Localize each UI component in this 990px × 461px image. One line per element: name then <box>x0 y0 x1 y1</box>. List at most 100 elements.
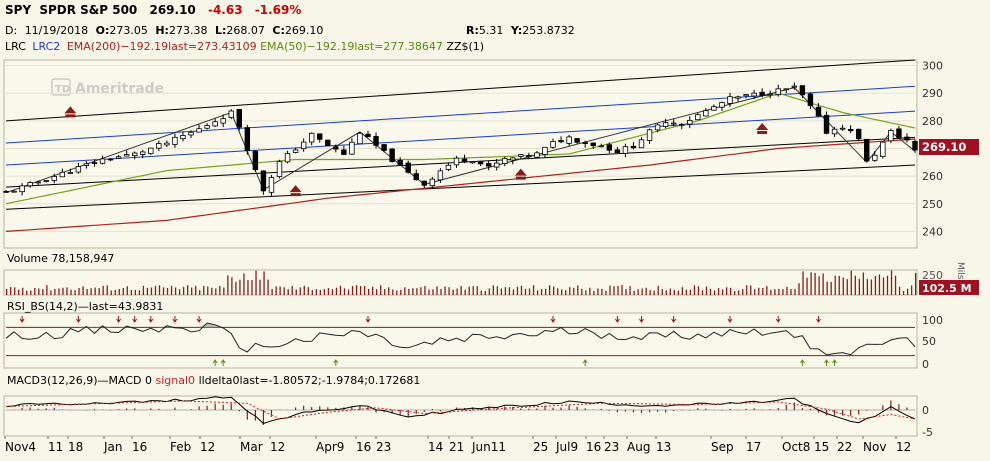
volume-bar <box>50 290 52 295</box>
volume-bar <box>174 287 177 295</box>
volume-bar <box>78 287 80 295</box>
x-axis-label: 15 <box>814 440 829 454</box>
volume-bar <box>854 275 856 295</box>
price-tick-label: 250 <box>922 198 943 211</box>
candle-body <box>357 132 363 145</box>
volume-bar <box>746 285 748 295</box>
volume-bar <box>263 271 265 295</box>
volume-bar <box>902 290 905 295</box>
macd-line <box>5 396 916 425</box>
rsi-down-arrow <box>172 316 178 323</box>
volume-bar <box>247 280 249 295</box>
candle-body <box>115 156 122 159</box>
volume-bar <box>424 285 426 295</box>
ema50-legend: EMA(50) <box>260 40 307 53</box>
volume-bar <box>778 288 780 295</box>
candle-body <box>485 163 492 167</box>
volume-bar <box>790 289 792 295</box>
volume-bar <box>814 272 816 295</box>
candle-body <box>268 177 275 193</box>
rsi-down-arrow <box>365 316 371 323</box>
volume-bar <box>480 290 482 295</box>
rsi-up-arrow <box>333 359 339 366</box>
volume-bar <box>90 288 92 295</box>
volume-bar <box>585 290 587 295</box>
candle-body <box>896 128 902 138</box>
candle-body <box>59 171 66 178</box>
volume-bar <box>279 286 281 295</box>
volume-bar <box>669 288 671 295</box>
price-change: -4.63 <box>208 3 243 17</box>
volume-bar <box>283 287 285 295</box>
volume-bar <box>770 289 772 295</box>
volume-bar <box>898 286 901 295</box>
volume-bar <box>488 288 490 295</box>
volume-bar <box>802 271 804 295</box>
volume-bar <box>685 289 688 295</box>
candle-body <box>719 102 725 108</box>
volume-bar <box>448 287 450 295</box>
volume-bar <box>725 287 728 295</box>
rsi-overbought-area <box>6 323 915 328</box>
volume-bar <box>870 279 873 295</box>
volume-bar <box>162 287 165 295</box>
candle-body <box>300 141 307 150</box>
candle-body <box>333 146 339 150</box>
watermark-text: Ameritrade <box>75 81 164 97</box>
volume-bar <box>170 285 173 295</box>
volume-bar <box>557 288 559 295</box>
candle-body <box>534 152 540 158</box>
pattern-marker <box>289 185 302 197</box>
volume-bar <box>476 286 478 295</box>
volume-bar <box>58 288 60 295</box>
candle-body <box>799 85 806 96</box>
candle-body <box>123 154 130 157</box>
rsi-up-arrow <box>824 359 829 366</box>
volume-bar <box>750 285 752 295</box>
volume-bar <box>613 286 615 295</box>
volume-bar <box>569 287 571 295</box>
rsi-up-arrow <box>212 359 218 366</box>
volume-bar <box>729 287 732 295</box>
volume-bar <box>295 289 297 295</box>
candle-body <box>212 121 218 127</box>
x-axis-label: Jul9 <box>555 440 578 454</box>
price-tick-label: 290 <box>922 87 943 100</box>
volume-bar <box>18 289 20 295</box>
volume-bar <box>818 276 820 295</box>
r-value: 5.31 <box>479 24 504 37</box>
x-axis-label: 18 <box>68 440 83 454</box>
candle-body <box>75 166 82 173</box>
volume-bar <box>400 289 402 295</box>
volume-bar <box>850 270 852 295</box>
candle-body <box>775 88 781 95</box>
candle-body <box>630 145 637 149</box>
rsi-tick-50: 50 <box>922 335 936 348</box>
ema200-legend: EMA(200) <box>67 40 121 53</box>
volume-bar <box>416 288 418 295</box>
volume-bar <box>34 288 36 295</box>
rsi-up-arrow <box>582 359 588 366</box>
volume-bar <box>118 289 120 295</box>
volume-bar <box>721 289 724 295</box>
svg-text:MACD3(12,26,9)—MACD 0 sign: MACD3(12,26,9)—MACD 0 signal0 lldelta0la… <box>7 374 420 387</box>
x-axis-label: 12 <box>200 440 215 454</box>
volume-bar <box>432 289 434 295</box>
volume-bar <box>150 287 153 295</box>
volume-bar <box>754 289 756 295</box>
volume-bar <box>428 289 430 295</box>
volume-bar <box>553 286 555 295</box>
rsi-down-arrow <box>639 316 644 323</box>
candle-body <box>11 190 17 193</box>
volume-bar <box>653 290 655 295</box>
volume-bar <box>158 285 161 295</box>
rsi-label: RSI_BS(14,2)—last=43.9831 <box>7 300 163 313</box>
volume-bar <box>464 289 466 295</box>
volume-bar <box>126 286 128 295</box>
x-axis-label: 12 <box>270 440 285 454</box>
candle-body <box>35 181 41 184</box>
volume-bar <box>275 286 277 295</box>
rsi-up-arrow <box>799 359 805 366</box>
candle-body <box>711 106 717 111</box>
